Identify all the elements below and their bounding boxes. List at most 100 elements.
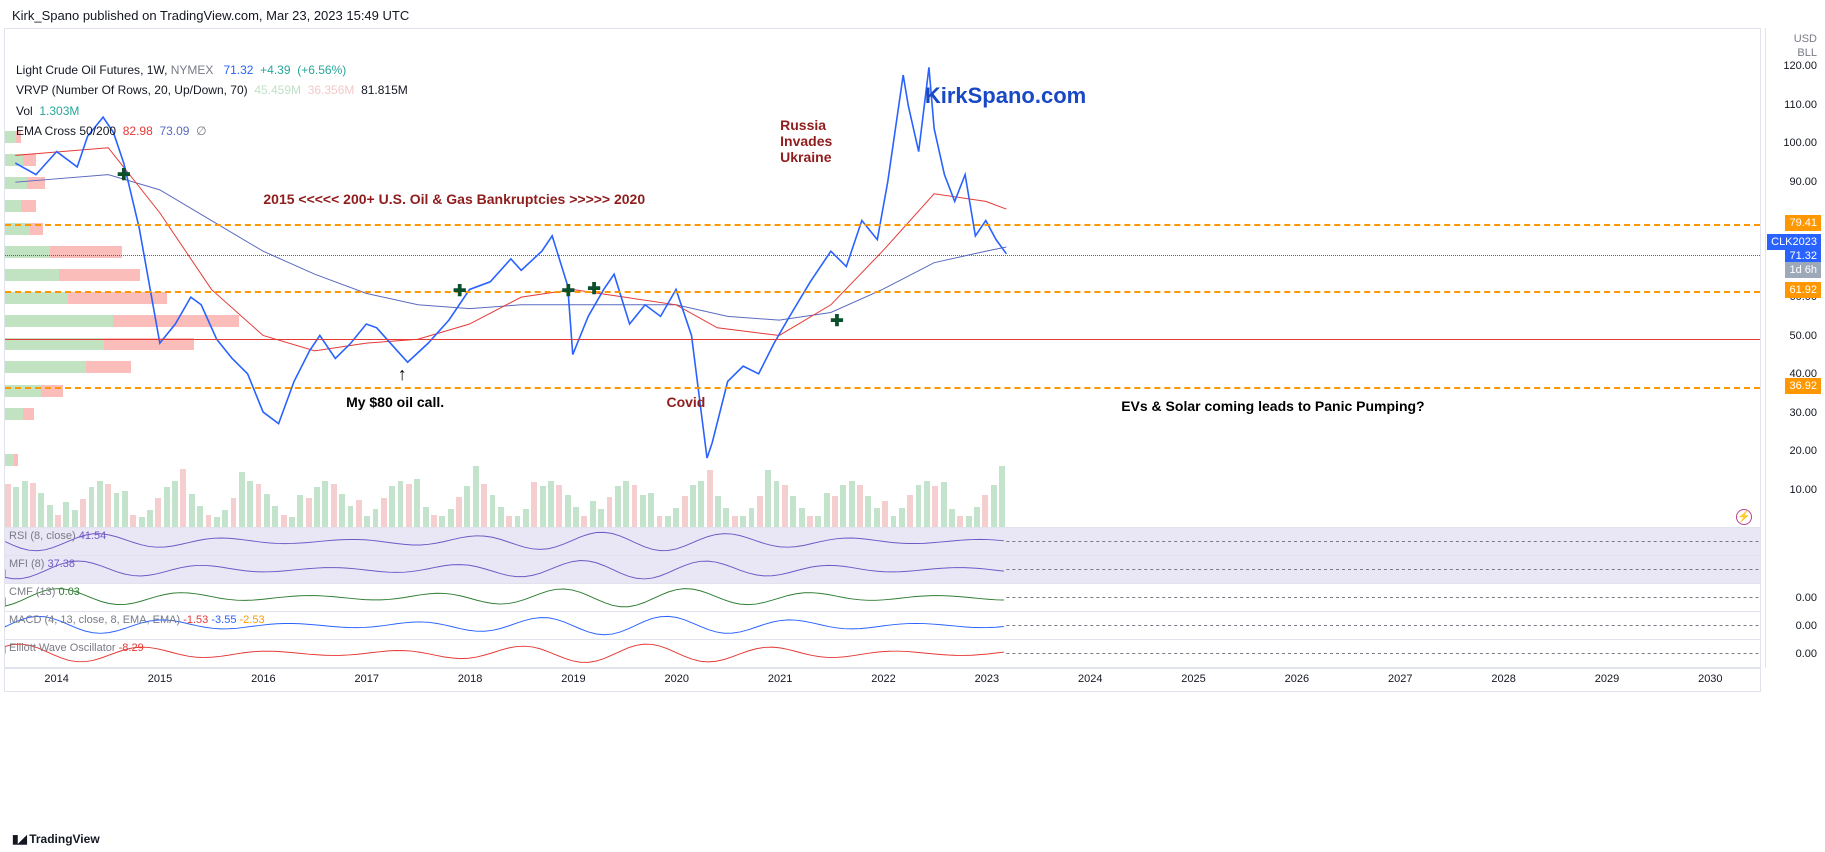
volume-bar [122,491,128,527]
volume-bar [982,495,988,527]
legend-vrvp-row[interactable]: VRVP (Number Of Rows, 20, Up/Down, 70) 4… [16,80,408,100]
volume-bar [515,516,521,527]
indicator-pane-ewo[interactable]: Elliott Wave Oscillator -8.29 [4,640,1761,668]
volume-bar [206,515,212,527]
volume-bar [13,487,19,527]
indicator-label[interactable]: RSI (8, close) 41.54 [9,530,106,542]
volume-bar [272,506,278,527]
volume-bar [640,495,646,527]
indicator-pane-rsi[interactable]: RSI (8, close) 41.54 [4,528,1761,556]
xtick: 2019 [561,673,585,685]
interval: 1W [147,63,164,77]
volume-bar [590,501,596,527]
volume-bar [239,472,245,527]
chart-annotation[interactable]: EVs & Solar coming leads to Panic Pumpin… [1121,398,1424,414]
ytick: 90.00 [1789,176,1817,188]
indicator-axis[interactable]: 0.00 [1765,640,1821,668]
volume-bar [774,481,780,527]
volume-bar [297,495,303,527]
xtick: 2023 [975,673,999,685]
indicator-axis[interactable]: 0.00 [1765,612,1821,640]
volume-bar [999,466,1005,527]
chart-annotation[interactable]: 2015 <<<<< 200+ U.S. Oil & Gas Bankruptc… [263,191,645,207]
xtick: 2026 [1285,673,1309,685]
time-axis[interactable]: 2014201520162017201820192020202120222023… [4,668,1761,692]
ytick: 50.00 [1789,330,1817,342]
xtick: 2017 [354,673,378,685]
volume-bar [807,516,813,527]
publish-byline: Kirk_Spano published on TradingView.com,… [0,0,1825,31]
xtick: 2014 [44,673,68,685]
replay-icon[interactable]: ⚡ [1736,509,1752,525]
volume-bar [932,486,938,527]
indicator-zero-tick: 0.00 [1796,648,1817,660]
indicator-zero-tick: 0.00 [1796,592,1817,604]
volume-bar [281,515,287,527]
volume-bar [615,486,621,527]
chart-annotation[interactable]: ↑ [398,364,407,385]
volume-bar [815,516,821,527]
chart-annotation[interactable]: Covid [666,394,705,410]
volume-bar [849,481,855,527]
volume-bar [398,481,404,527]
volume-bar [364,516,370,527]
horizontal-line[interactable] [5,224,1760,226]
volume-bar [264,494,270,527]
indicator-pane-mfi[interactable]: MFI (8) 37.38 [4,556,1761,584]
legend-vol-row[interactable]: Vol 1.303M [16,101,408,121]
volume-bar [623,481,629,527]
volume-bar [431,515,437,527]
volume-bar [498,507,504,527]
indicator-axis[interactable] [1765,556,1821,584]
indicator-label[interactable]: MACD (4, 13, close, 8, EMA, EMA) -1.53 -… [9,614,265,626]
legend-symbol-row[interactable]: Light Crude Oil Futures, 1W, NYMEX 71.32… [16,60,408,80]
volume-bar [97,481,103,527]
indicator-line [5,640,1760,667]
legend: Light Crude Oil Futures, 1W, NYMEX 71.32… [16,60,408,142]
volume-bar [840,485,846,527]
indicator-line [5,612,1760,639]
horizontal-line[interactable] [5,339,1760,340]
horizontal-line[interactable] [5,387,1760,389]
horizontal-line[interactable] [5,291,1760,293]
volume-bar [389,486,395,527]
volume-bar [306,498,312,527]
ema-cross-icon: ✚ [453,281,466,301]
xtick: 2015 [148,673,172,685]
change-pct: (+6.56%) [297,63,346,77]
volume-bar [72,510,78,527]
indicator-label[interactable]: CMF (13) 0.03 [9,586,80,598]
ytick: 30.00 [1789,407,1817,419]
volume-bar [89,487,95,527]
volume-bar [957,516,963,527]
volume-bar [565,495,571,527]
volume-bar [824,493,830,527]
indicator-line [5,584,1760,611]
volume-bar [698,481,704,527]
volume-bar [214,517,220,527]
indicator-pane-cmf[interactable]: CMF (13) 0.03 [4,584,1761,612]
price-axis[interactable]: USD BLL 10.0020.0030.0040.0050.0060.0070… [1765,28,1821,528]
volume-bar [607,497,613,527]
volume-bar [331,484,337,527]
volume-bar [632,485,638,527]
ema-cross-icon: ✚ [562,281,575,301]
ema-cross-icon: ✚ [587,279,600,299]
indicator-label[interactable]: Elliott Wave Oscillator -8.29 [9,642,144,654]
indicator-axis[interactable] [1765,528,1821,556]
legend-ema-row[interactable]: EMA Cross 50/200 82.98 73.09 ∅ [16,121,408,141]
ytick: 10.00 [1789,484,1817,496]
indicator-pane-macd[interactable]: MACD (4, 13, close, 8, EMA, EMA) -1.53 -… [4,612,1761,640]
indicator-label[interactable]: MFI (8) 37.38 [9,558,75,570]
volume-bar [648,493,654,527]
volume-bar [139,517,145,527]
volume-bar [974,507,980,527]
horizontal-line-price-tag: 36.92 [1785,378,1821,394]
volume-bar [723,508,729,527]
chart-annotation[interactable]: KirkSpano.com [925,83,1086,109]
indicator-axis[interactable]: 0.00 [1765,584,1821,612]
chart-annotation[interactable]: My $80 oil call. [346,394,444,410]
volume-bar [55,515,61,527]
chart-annotation[interactable]: Russia Invades Ukraine [780,117,832,165]
volume-bar [531,482,537,527]
